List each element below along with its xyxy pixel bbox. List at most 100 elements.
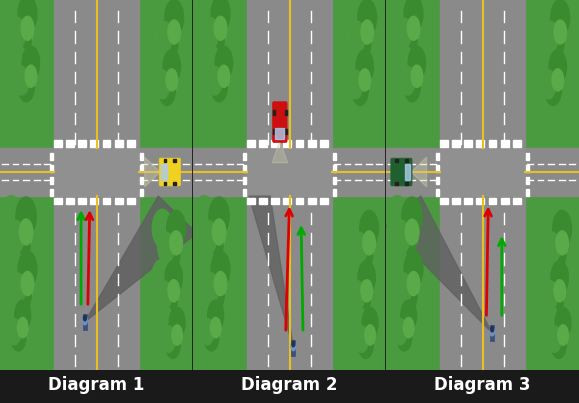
Bar xyxy=(164,159,166,162)
Bar xyxy=(501,197,508,204)
Circle shape xyxy=(6,204,33,255)
Circle shape xyxy=(390,0,410,33)
Circle shape xyxy=(152,209,173,248)
Circle shape xyxy=(14,278,31,311)
Circle shape xyxy=(165,261,182,294)
Circle shape xyxy=(9,2,34,50)
FancyBboxPatch shape xyxy=(391,158,412,186)
Bar xyxy=(405,164,410,181)
Circle shape xyxy=(543,266,566,311)
Bar xyxy=(78,140,86,147)
Bar xyxy=(193,148,386,196)
Circle shape xyxy=(9,17,25,49)
Bar xyxy=(247,196,332,370)
Bar xyxy=(243,189,247,196)
Circle shape xyxy=(18,251,37,287)
Bar xyxy=(452,197,460,204)
Circle shape xyxy=(545,75,561,106)
Circle shape xyxy=(541,6,566,54)
Circle shape xyxy=(551,261,569,294)
Bar xyxy=(477,197,484,204)
Circle shape xyxy=(199,204,226,255)
Bar xyxy=(54,140,62,147)
Bar xyxy=(243,177,247,184)
Text: Diagram 1: Diagram 1 xyxy=(48,376,145,394)
Circle shape xyxy=(22,46,39,79)
Circle shape xyxy=(168,20,181,44)
Circle shape xyxy=(21,16,34,40)
Circle shape xyxy=(360,210,379,247)
Circle shape xyxy=(404,71,420,102)
Circle shape xyxy=(211,251,230,287)
Bar xyxy=(526,177,529,184)
Circle shape xyxy=(214,16,227,40)
Bar xyxy=(164,182,166,185)
Circle shape xyxy=(199,220,217,254)
Circle shape xyxy=(208,300,223,330)
Circle shape xyxy=(554,20,566,44)
Circle shape xyxy=(166,69,178,91)
Circle shape xyxy=(161,285,177,316)
Circle shape xyxy=(547,26,564,60)
Circle shape xyxy=(9,257,34,305)
Circle shape xyxy=(166,330,180,358)
Bar xyxy=(501,140,508,147)
Circle shape xyxy=(393,318,407,345)
Circle shape xyxy=(19,219,33,245)
Circle shape xyxy=(200,318,214,345)
Circle shape xyxy=(161,313,182,353)
Circle shape xyxy=(218,65,230,87)
Circle shape xyxy=(401,300,417,330)
Circle shape xyxy=(2,299,20,332)
Circle shape xyxy=(14,22,31,56)
Circle shape xyxy=(349,6,373,54)
Circle shape xyxy=(395,273,412,304)
Bar xyxy=(405,159,408,162)
Circle shape xyxy=(405,219,419,245)
Circle shape xyxy=(408,46,426,79)
Circle shape xyxy=(350,216,375,264)
Bar xyxy=(332,153,336,160)
Circle shape xyxy=(292,341,295,347)
Circle shape xyxy=(168,280,179,302)
Circle shape xyxy=(170,231,182,255)
Text: Diagram 2: Diagram 2 xyxy=(241,376,338,394)
Circle shape xyxy=(544,232,560,263)
Circle shape xyxy=(9,45,27,81)
Circle shape xyxy=(212,219,226,245)
Circle shape xyxy=(548,237,566,270)
Bar xyxy=(526,153,529,160)
Bar xyxy=(320,197,328,204)
Circle shape xyxy=(209,197,229,236)
Bar xyxy=(440,197,448,204)
Circle shape xyxy=(555,307,571,338)
Circle shape xyxy=(197,250,217,289)
Circle shape xyxy=(361,20,373,44)
Bar xyxy=(90,140,98,147)
Circle shape xyxy=(16,197,36,236)
Bar xyxy=(50,177,53,184)
Bar xyxy=(285,129,287,134)
Bar xyxy=(436,153,439,160)
Circle shape xyxy=(155,6,181,54)
Circle shape xyxy=(395,2,420,50)
Circle shape xyxy=(21,272,34,295)
Bar xyxy=(436,189,439,196)
Circle shape xyxy=(556,231,569,255)
Bar xyxy=(0,148,193,196)
Bar xyxy=(307,197,316,204)
Circle shape xyxy=(358,261,375,294)
Circle shape xyxy=(201,2,227,50)
Circle shape xyxy=(207,278,224,311)
Circle shape xyxy=(538,260,556,295)
Circle shape xyxy=(207,52,230,96)
Circle shape xyxy=(150,49,168,84)
Bar xyxy=(489,197,496,204)
Circle shape xyxy=(9,273,25,304)
Bar xyxy=(332,189,336,196)
Polygon shape xyxy=(85,196,197,322)
Circle shape xyxy=(202,17,219,49)
Bar xyxy=(243,165,247,172)
Bar xyxy=(490,325,494,341)
Circle shape xyxy=(6,220,24,254)
